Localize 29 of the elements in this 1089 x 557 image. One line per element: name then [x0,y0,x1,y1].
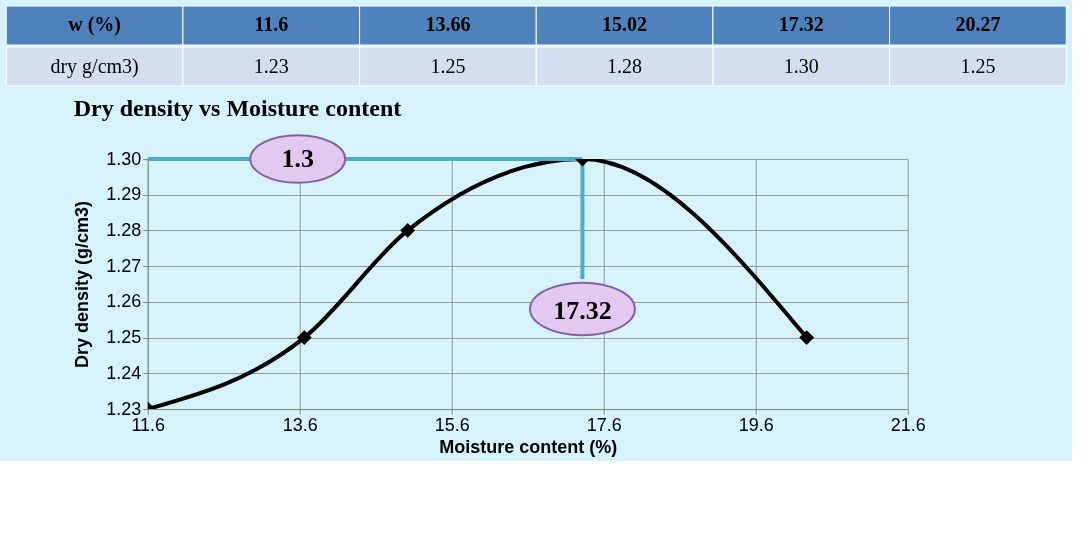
chart-title: Dry density vs Moisture content [73,95,402,122]
y-axis-title: Dry density (g/cm3) [72,200,93,369]
x-tick-label: 21.6 [890,414,926,435]
y-tick-label: 1.24 [106,362,142,383]
text: 1.30 [783,54,819,77]
text: 11.6 [254,13,289,36]
x-tick-label: 15.6 [434,414,470,435]
text: w (%) [68,13,121,37]
text: 13.66 [425,13,471,36]
text: 1.25 [960,54,996,77]
text: dry g/cm3) [50,54,139,78]
y-tick-label: 1.26 [106,291,142,312]
x-tick-label: 19.6 [738,414,774,435]
text: 17.32 [778,13,824,36]
y-tick-label: 1.28 [106,219,142,240]
text: 1.25 [430,54,466,77]
ref-line-label: 17.32 [553,296,612,325]
text: 1.28 [607,54,643,77]
text: 1.23 [253,54,289,77]
x-tick-label: 17.6 [586,414,622,435]
y-tick-label: 1.30 [106,148,142,169]
y-tick-label: 1.27 [106,255,142,276]
x-tick-label: 13.6 [282,414,318,435]
text: 15.02 [602,13,648,36]
text: 20.27 [955,13,1001,36]
ref-line-label: 1.3 [281,144,314,173]
y-tick-label: 1.25 [106,327,142,348]
x-axis-title: Moisture content (%) [439,436,618,457]
y-tick-label: 1.29 [106,184,142,205]
